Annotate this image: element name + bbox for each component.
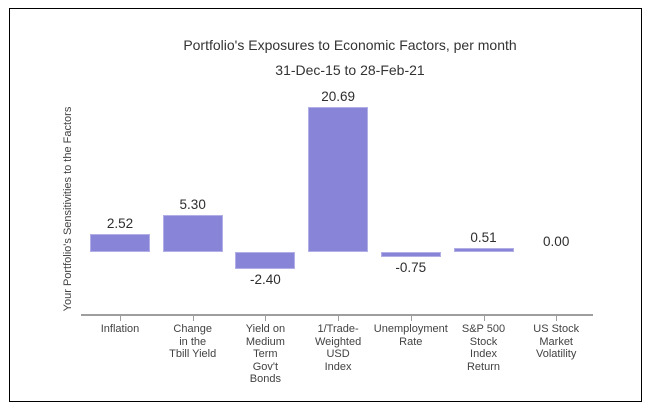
x-axis-tick <box>556 314 558 321</box>
x-axis-label: Inflation <box>100 323 140 335</box>
chart-subtitle: 31-Dec-15 to 28-Feb-21 <box>275 62 425 78</box>
bar <box>453 248 514 252</box>
bar <box>90 234 150 252</box>
x-axis-line <box>81 314 593 316</box>
x-axis-tick <box>192 314 194 321</box>
bar-value-label: -0.75 <box>395 260 427 276</box>
bar-value-label: 20.69 <box>321 89 355 105</box>
bar-value-label: 5.30 <box>179 196 206 212</box>
x-axis-label: Change in the Tbill Yield <box>169 323 217 360</box>
bar <box>162 214 223 252</box>
y-axis-label: Your Portfolio's Sensitivities to the Fa… <box>62 106 74 312</box>
bar-value-label: 0.51 <box>470 230 497 246</box>
bar-value-label: -2.40 <box>250 271 281 287</box>
x-axis-tick <box>483 314 485 321</box>
x-axis-tick <box>265 314 267 321</box>
x-axis-label: S&P 500 Stock Index Return <box>461 323 506 373</box>
chart-frame <box>9 8 642 402</box>
x-axis-label: Unemployment Rate <box>373 323 448 348</box>
bar <box>308 107 369 252</box>
x-axis-label: US Stock Market Volatility <box>533 323 580 360</box>
bar <box>380 252 441 258</box>
x-axis-tick <box>338 314 340 321</box>
x-axis-tick <box>120 314 121 321</box>
x-axis-tick <box>410 314 412 321</box>
bar <box>235 252 296 269</box>
x-axis-label: 1/Trade- Weighted USD Index <box>314 323 362 373</box>
bar-value-label: 2.52 <box>106 216 134 232</box>
chart-title: Portfolio's Exposures to Economic Factor… <box>183 37 517 53</box>
bar-value-label: 0.00 <box>543 234 570 249</box>
x-axis-label: Yield on Medium Term Gov't Bonds <box>245 323 286 385</box>
